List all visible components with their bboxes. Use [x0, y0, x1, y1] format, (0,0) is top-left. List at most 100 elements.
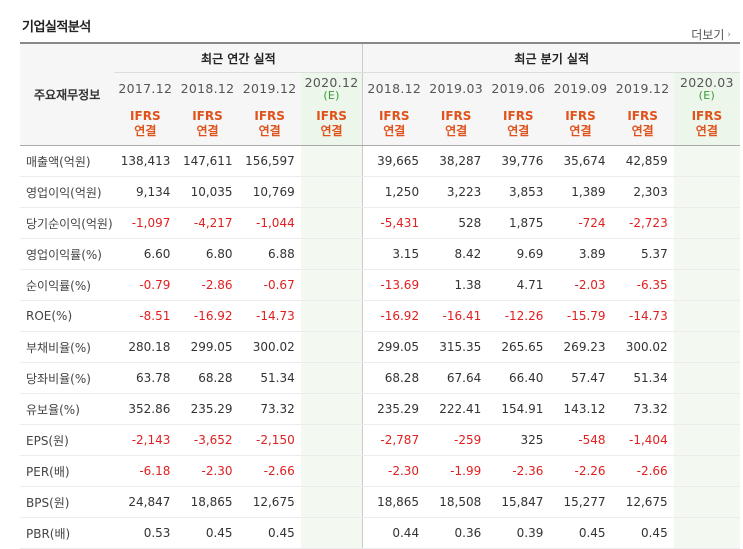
period-label: 2019.12 — [615, 80, 670, 96]
table-cell: 5.37 — [611, 238, 674, 270]
table-cell: -12.26 — [487, 300, 550, 332]
table-cell — [673, 300, 740, 332]
table-cell: 300.02 — [611, 331, 674, 363]
table-cell: 235.29 — [362, 393, 426, 425]
table-cell: 269.23 — [549, 331, 612, 363]
period-header: 2019.09 — [549, 72, 612, 103]
table-cell: 68.28 — [362, 362, 426, 394]
table-cell: 4.71 — [487, 269, 550, 301]
table-cell: 38,287 — [425, 145, 488, 177]
table-cell: 9.69 — [487, 238, 550, 270]
table-cell: 39,665 — [362, 145, 426, 177]
period-header: 2018.12 — [176, 72, 239, 103]
table-cell: -2.26 — [549, 455, 612, 487]
table-cell — [673, 238, 740, 270]
table-cell: 67.64 — [425, 362, 488, 394]
table-cell: 315.35 — [425, 331, 488, 363]
table-cell: -2.86 — [176, 269, 239, 301]
table-cell: -2.36 — [487, 455, 550, 487]
table-cell: 51.34 — [611, 362, 674, 394]
table-cell: 3,853 — [487, 176, 550, 208]
table-cell: 73.32 — [238, 393, 301, 425]
table-cell — [673, 207, 740, 239]
table-cell: 66.40 — [487, 362, 550, 394]
period-header: 2017.12 — [114, 72, 177, 103]
table-cell: 15,277 — [549, 486, 612, 518]
table-cell: -2,143 — [114, 424, 177, 456]
table-row: 영업이익(억원) 9,134 10,035 10,769 1,250 3,223 3,853… — [20, 176, 740, 208]
table-row: PER(배) -6.18 -2.30 -2.66 -2.30 -1.99 -2.36 -2.2… — [20, 455, 740, 487]
ifrs-line1: IFRS — [440, 109, 472, 123]
table-cell: 35,674 — [549, 145, 612, 177]
ifrs-label: IFRS 연결 — [425, 103, 488, 146]
table-cell: 352.86 — [114, 393, 177, 425]
ifrs-line1: IFRS — [192, 109, 223, 123]
ifrs-label: IFRS 연결 — [114, 103, 177, 146]
table-cell — [300, 486, 363, 518]
period-label: 2020.03 — [679, 75, 734, 90]
table-row: 영업이익률(%) 6.60 6.80 6.88 3.15 8.42 9.69 3.89 5.37 — [20, 238, 740, 270]
ifrs-line1: IFRS — [503, 109, 534, 123]
table-cell: 147,611 — [176, 145, 239, 177]
period-label: 2020.12 — [304, 75, 359, 90]
table-cell: 143.12 — [549, 393, 612, 425]
table-cell — [300, 424, 363, 456]
table-cell: -724 — [549, 207, 612, 239]
table-cell: 51.34 — [238, 362, 301, 394]
table-cell: 300.02 — [238, 331, 301, 363]
table-row: 순이익률(%) -0.79 -2.86 -0.67 -13.69 1.38 4.71 -2.0… — [20, 269, 740, 301]
table-cell: 138,413 — [114, 145, 177, 177]
table-row: 매출액(억원) 138,413 147,611 156,597 39,665 38,287… — [20, 145, 740, 177]
table-cell: 3,223 — [425, 176, 488, 208]
ifrs-line2: 연결 — [258, 124, 281, 138]
table-cell: -0.67 — [238, 269, 301, 301]
table-cell: -1,404 — [611, 424, 674, 456]
period-label: 2019.06 — [491, 80, 546, 96]
table-cell: 18,865 — [362, 486, 426, 518]
ifrs-line2: 연결 — [320, 124, 343, 138]
period-label: 2017.12 — [118, 80, 173, 96]
table-cell — [673, 269, 740, 301]
table-cell: -1.99 — [425, 455, 488, 487]
table-cell: 6.88 — [238, 238, 301, 270]
ifrs-label: IFRS 연결 — [238, 103, 301, 146]
table-cell — [300, 238, 363, 270]
estimate-badge: (E) — [698, 89, 716, 102]
table-cell: -2.66 — [611, 455, 674, 487]
table-cell: 528 — [425, 207, 488, 239]
table-cell: -16.92 — [362, 300, 426, 332]
table-cell: 63.78 — [114, 362, 177, 394]
table-cell — [673, 176, 740, 208]
ifrs-line2: 연결 — [383, 124, 406, 138]
ifrs-label: IFRS 연결 — [549, 103, 612, 146]
table-cell: 68.28 — [176, 362, 239, 394]
table-cell: 6.80 — [176, 238, 239, 270]
row-label: EPS(원) — [20, 424, 115, 456]
table-cell: -0.79 — [114, 269, 177, 301]
ifrs-label: IFRS 연결 — [487, 103, 550, 146]
row-label: 영업이익(억원) — [20, 176, 115, 208]
row-label: 당좌비율(%) — [20, 362, 115, 394]
table-cell: -548 — [549, 424, 612, 456]
row-label: BPS(원) — [20, 486, 115, 518]
table-cell: -2.03 — [549, 269, 612, 301]
quarter-group-header: 최근 분기 실적 — [362, 42, 740, 73]
table-cell: 12,675 — [238, 486, 301, 518]
period-header: 2019.06 — [487, 72, 550, 103]
table-cell: -14.73 — [238, 300, 301, 332]
table-row: 당기순이익(억원) -1,097 -4,217 -1,044 -5,431 528 1,87… — [20, 207, 740, 239]
table-cell: 156,597 — [238, 145, 301, 177]
ifrs-line1: IFRS — [130, 109, 161, 123]
ifrs-line1: IFRS — [565, 109, 596, 123]
ifrs-label: IFRS 연결 — [611, 103, 674, 146]
table-cell — [300, 300, 363, 332]
table-cell: 57.47 — [549, 362, 612, 394]
ifrs-line1: IFRS — [691, 109, 723, 123]
table-cell: 9,134 — [114, 176, 177, 208]
period-header: 2019.03 — [425, 72, 488, 103]
table-cell: -259 — [425, 424, 488, 456]
more-link[interactable]: 더보기 › — [691, 26, 731, 43]
ifrs-line2: 연결 — [631, 124, 654, 138]
period-label: 2019.12 — [242, 80, 297, 96]
table-cell: -1,097 — [114, 207, 177, 239]
